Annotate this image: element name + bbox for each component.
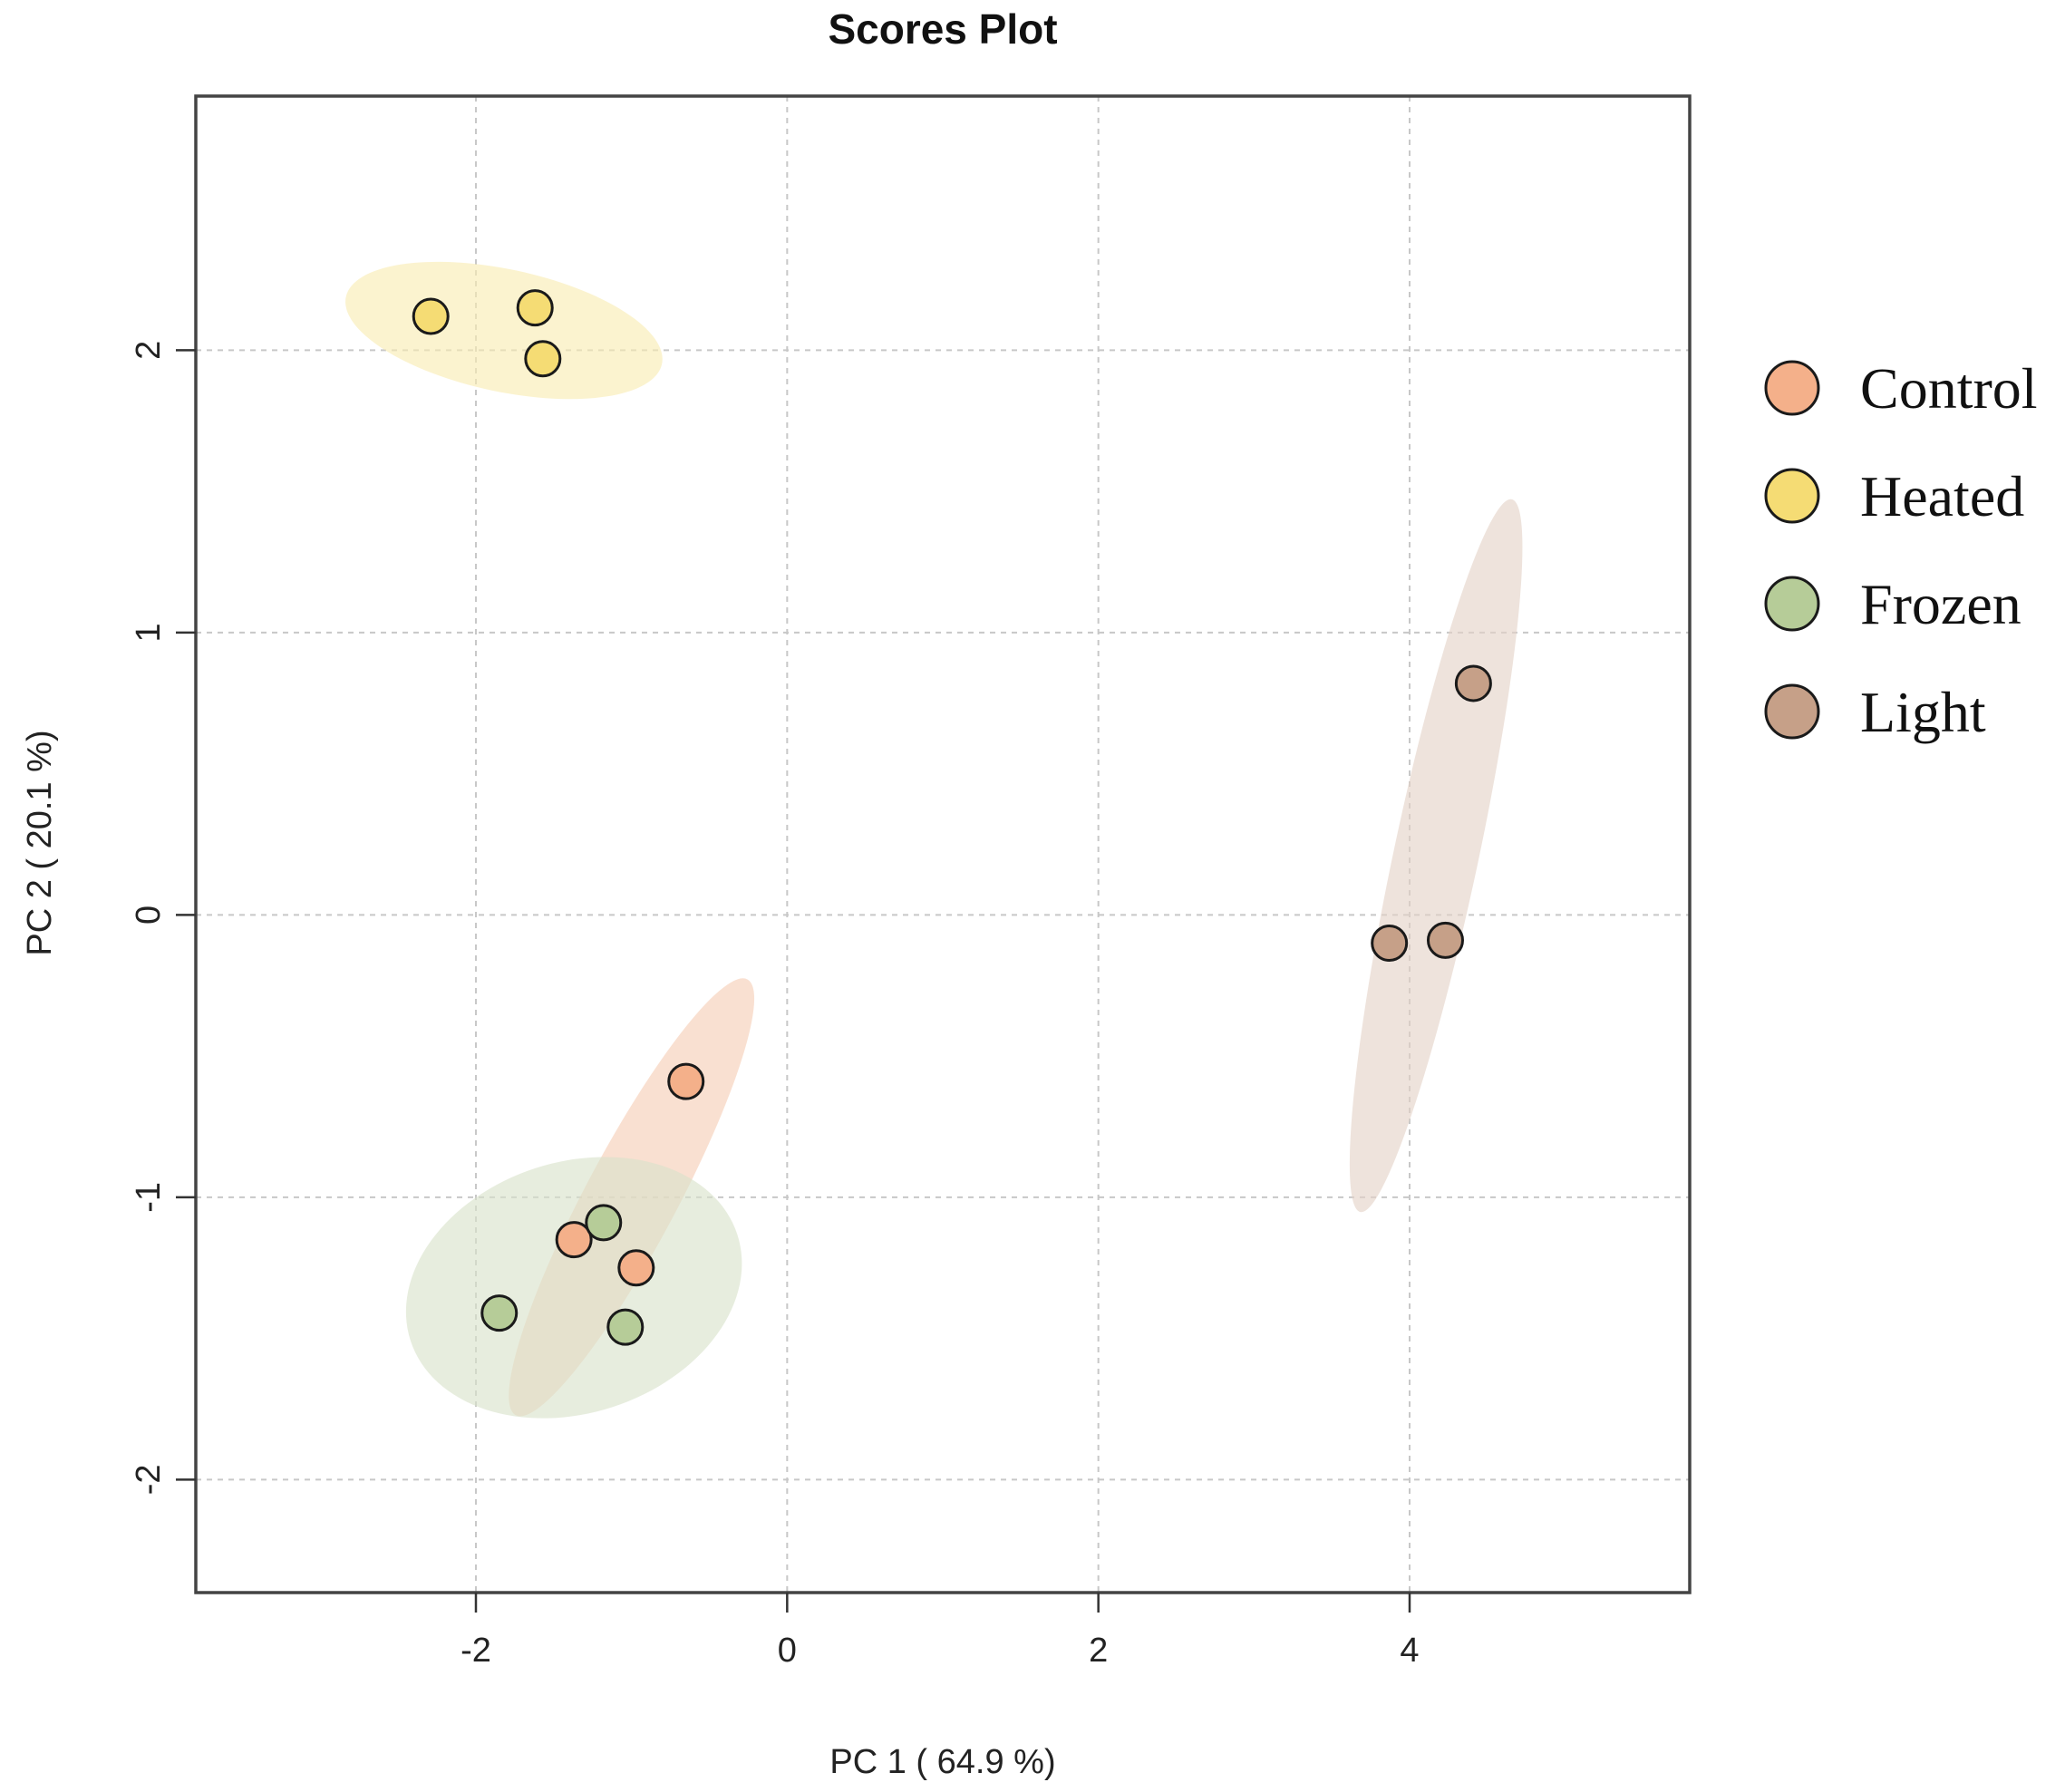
x-tick-label: -2	[461, 1632, 491, 1670]
legend-swatch-light	[1764, 683, 1820, 740]
frozen-point	[606, 1308, 645, 1346]
plot-frame	[194, 94, 1692, 1594]
heated-point	[524, 340, 562, 378]
y-tick-label: 0	[130, 906, 168, 925]
legend-label-heated: Heated	[1860, 464, 2024, 528]
confidence-ellipses	[345, 261, 1523, 1419]
score-points	[412, 289, 1492, 1346]
y-axis-ticks: -2 -1 0 1 2	[130, 341, 196, 1495]
control-point	[617, 1249, 655, 1287]
light-point	[1454, 664, 1492, 702]
frozen-point	[480, 1294, 519, 1332]
y-tick-label: 1	[130, 623, 168, 642]
control-point	[667, 1062, 705, 1100]
frozen-ellipse	[405, 1157, 742, 1419]
chart-title: Scores Plot	[828, 5, 1057, 53]
y-tick-label: 2	[130, 341, 168, 360]
legend-swatch-heated	[1764, 468, 1820, 524]
x-tick-label: 0	[778, 1632, 797, 1670]
y-tick-label: -1	[130, 1182, 168, 1213]
legend-label-frozen: Frozen	[1860, 572, 2021, 636]
x-tick-label: 4	[1400, 1632, 1419, 1670]
legend-label-light: Light	[1860, 680, 1986, 744]
frozen-point	[585, 1204, 623, 1242]
legend-swatch-control	[1764, 360, 1820, 416]
light-ellipse	[1349, 499, 1523, 1213]
x-tick-label: 2	[1089, 1632, 1108, 1670]
light-point	[1371, 925, 1409, 963]
light-point	[1426, 921, 1464, 959]
legend: Control Heated Frozen Light	[1764, 356, 2038, 744]
x-axis-ticks: -2 0 2 4	[461, 1593, 1420, 1670]
heated-ellipse	[345, 261, 663, 400]
legend-swatch-frozen	[1764, 576, 1820, 632]
heated-point	[516, 289, 554, 327]
heated-point	[412, 297, 450, 335]
legend-label-control: Control	[1860, 356, 2038, 421]
y-tick-label: -2	[130, 1464, 168, 1495]
y-axis-label: PC 2 ( 20.1 %)	[21, 730, 59, 955]
control-point	[555, 1221, 593, 1259]
x-axis-label: PC 1 ( 64.9 %)	[829, 1743, 1055, 1781]
